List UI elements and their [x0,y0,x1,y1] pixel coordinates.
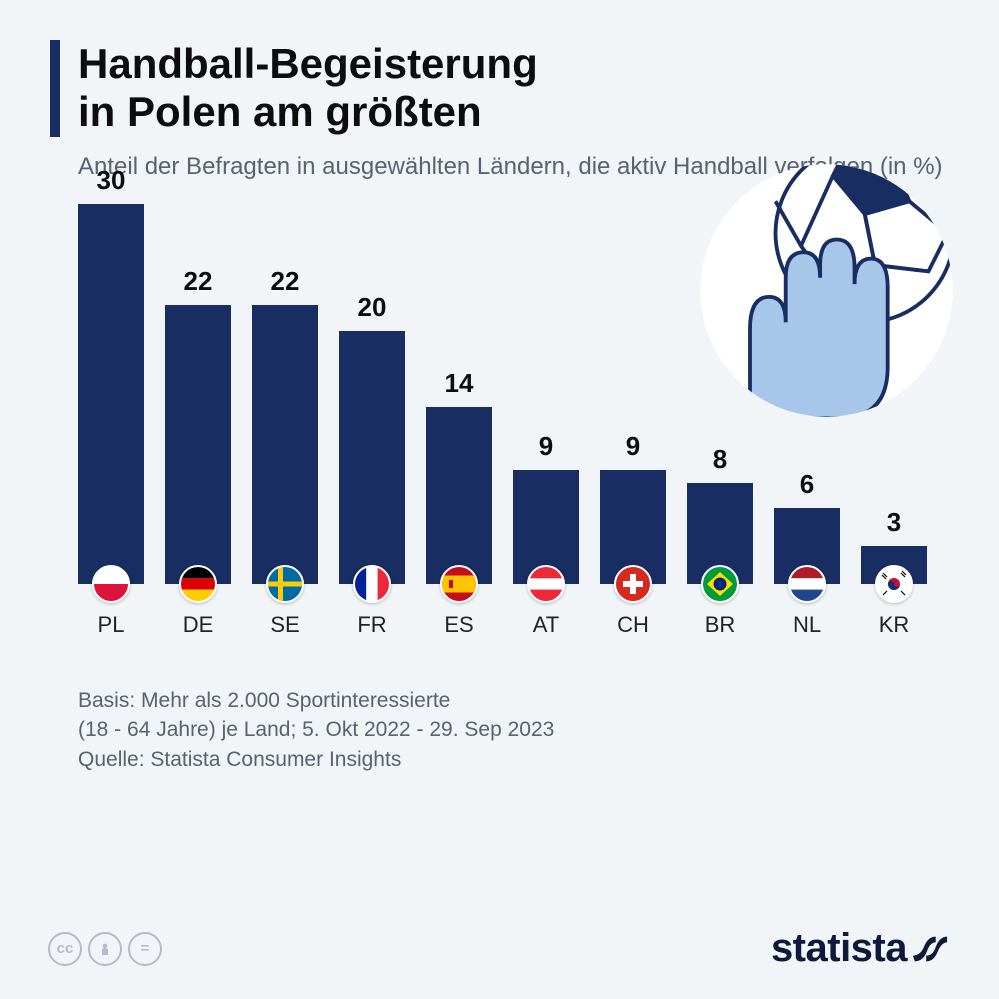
country-code: BR [705,612,736,638]
bar-value: 8 [713,444,727,475]
flag-es-icon [440,565,478,603]
country-code: FR [357,612,386,638]
flag-fr-icon [353,565,391,603]
country-code: DE [183,612,214,638]
footer-line2: (18 - 64 Jahre) je Land; 5. Okt 2022 - 2… [78,715,949,744]
bar [513,470,579,584]
country-code: CH [617,612,649,638]
bar-value: 9 [539,431,553,462]
bar-column: 14 ES [426,368,492,638]
bar-value: 3 [887,507,901,538]
flag-pl-icon [92,565,130,603]
brand-text: statista [771,926,907,971]
bar [774,508,840,584]
handball-illustration [699,163,954,418]
bottom-row: cc = statista [48,926,949,971]
flag-kr-icon [875,565,913,603]
bar-column: 8 BR [687,444,753,638]
bar-column: 6 NL [774,469,840,638]
bar-value: 14 [445,368,474,399]
cc-icon: cc [48,932,82,966]
country-code: ES [444,612,473,638]
footer-source: Quelle: Statista Consumer Insights [78,745,949,774]
bar-value: 30 [97,165,126,196]
title-line2: in Polen am größten [78,88,538,136]
bar-value: 9 [626,431,640,462]
flag-se-icon [266,565,304,603]
bar-column: 22 SE [252,266,318,638]
title-block: Handball-Begeisterung in Polen am größte… [50,40,949,137]
statista-logo: statista [771,926,949,971]
bar [426,407,492,584]
bar-value: 22 [271,266,300,297]
bar [339,331,405,584]
flag-de-icon [179,565,217,603]
flag-at-icon [527,565,565,603]
country-code: AT [533,612,559,638]
bar-column: 3 KR [861,507,927,638]
bar-column: 9 CH [600,431,666,638]
title-accent-bar [50,40,60,137]
cc-license-icons: cc = [48,932,162,966]
title-text: Handball-Begeisterung in Polen am größte… [78,40,538,137]
footer-basis: Basis: Mehr als 2.000 Sportinteressierte… [78,686,949,774]
chart-area: 30 PL 22 DE 22 SE 20 FR 14 ES 9 AT 9 [78,218,949,638]
flag-ch-icon [614,565,652,603]
bar-value: 6 [800,469,814,500]
bar [165,305,231,584]
bar-value: 20 [358,292,387,323]
cc-nd-icon: = [128,932,162,966]
bar [78,204,144,584]
cc-by-icon [88,932,122,966]
bar-column: 20 FR [339,292,405,638]
bar-column: 22 DE [165,266,231,638]
footer-line1: Basis: Mehr als 2.000 Sportinteressierte [78,686,949,715]
bar-column: 9 AT [513,431,579,638]
bar-column: 30 PL [78,165,144,638]
country-code: KR [879,612,910,638]
bar [600,470,666,584]
bar [861,546,927,584]
country-code: SE [270,612,299,638]
bar-value: 22 [184,266,213,297]
country-code: PL [98,612,125,638]
bar [687,483,753,584]
country-code: NL [793,612,821,638]
bar [252,305,318,584]
flag-br-icon [701,565,739,603]
title-line1: Handball-Begeisterung [78,40,538,88]
statista-wave-icon [911,934,949,964]
flag-nl-icon [788,565,826,603]
